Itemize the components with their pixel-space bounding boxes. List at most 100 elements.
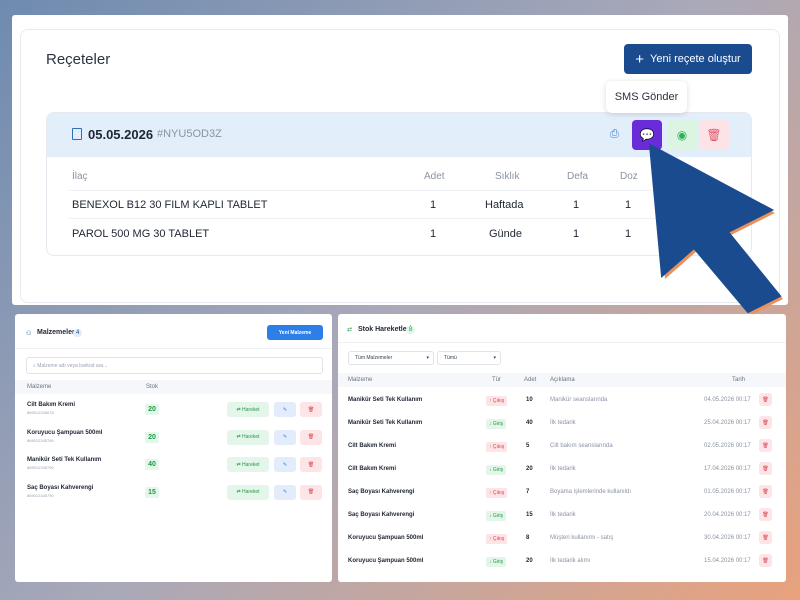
movement-type: Giriş xyxy=(492,559,504,565)
movement-date: 01.05.2026 00:17 xyxy=(704,489,751,495)
material-stock: 20 xyxy=(145,431,159,443)
movement-type: Çıkış xyxy=(492,490,505,496)
pencil-icon: ✎ xyxy=(282,406,288,413)
material-stock: 15 xyxy=(145,486,159,498)
edit-material-button[interactable]: ✎ xyxy=(274,457,296,472)
movement-desc: Müşteri kullanımı - satış xyxy=(550,535,614,541)
delete-movement-button[interactable]: 🗑 xyxy=(759,554,772,567)
materials-panel: ⚇ Malzemeler 4 Yeni Malzeme ⌕ Malzeme ad… xyxy=(15,314,332,582)
delete-movement-button[interactable]: 🗑 xyxy=(759,531,772,544)
arrow-up-icon: ↑ xyxy=(489,444,492,450)
movement-button[interactable]: ⇄ Hareket xyxy=(227,429,269,445)
movement-type: Çıkış xyxy=(492,398,505,404)
delete-movement-button[interactable]: 🗑 xyxy=(759,416,772,429)
trash-icon: 🗑 xyxy=(762,557,769,564)
delete-movement-button[interactable]: 🗑 xyxy=(759,393,772,406)
material-stock: 20 xyxy=(145,404,159,415)
material-name: Saç Boyası Kahverengi xyxy=(27,484,94,491)
movement-button[interactable]: ⇄ Hareket xyxy=(227,457,269,472)
material-filter-select[interactable]: Tüm Malzemeler ▾ xyxy=(348,351,434,365)
trash-icon: 🗑 xyxy=(762,465,769,472)
movement-date: 20.04.2026 00:17 xyxy=(704,512,751,518)
movement-type: Giriş xyxy=(492,513,504,519)
movement-qty: 20 xyxy=(526,558,533,564)
trash-icon: 🗑 xyxy=(307,434,315,440)
trash-icon: 🗑 xyxy=(762,442,769,449)
movement-type-badge: ↑ Çıkış xyxy=(486,534,508,544)
swap-icon: ⇄ xyxy=(347,327,353,333)
movement-date: 04.05.2026 00:17 xyxy=(704,397,751,403)
movement-button[interactable]: ⇄ Hareket xyxy=(227,402,269,417)
arrow-up-icon: ↑ xyxy=(489,490,492,496)
search-placeholder: Malzeme adı veya barkod ara... xyxy=(37,362,108,369)
chat-icon: 💬 xyxy=(639,128,655,142)
trash-icon: 🗑 xyxy=(762,396,769,403)
col-qty: Adet xyxy=(424,171,445,182)
delete-material-button[interactable]: 🗑 xyxy=(300,457,322,472)
edit-material-button[interactable]: ✎ xyxy=(274,484,296,500)
delete-movement-button[interactable]: 🗑 xyxy=(759,462,772,475)
prescription-header: 05.05.2026 #NYU5OD3Z ⎙ 💬 ◉ 🗑 xyxy=(47,113,751,157)
movement-material: Koruyucu Şampuan 500ml xyxy=(348,558,424,564)
material-search-input[interactable]: ⌕ Malzeme adı veya barkod ara... xyxy=(26,357,323,374)
movements-title: Stok Hareketleri xyxy=(358,326,412,333)
sms-send-button[interactable]: 💬 xyxy=(632,120,662,150)
movement-type-badge: ↓ Giriş xyxy=(486,419,507,429)
drug-dose: 1 xyxy=(625,228,632,240)
movement-material: Cilt Bakım Kremi xyxy=(348,443,397,449)
filter2-value: Tümü xyxy=(444,355,457,361)
swap-icon: ⇄ xyxy=(236,434,243,440)
whatsapp-button[interactable]: ◉ xyxy=(667,120,697,150)
chevron-down-icon: ▾ xyxy=(493,355,496,361)
movement-button[interactable]: ⇄ Hareket xyxy=(227,484,269,500)
movement-type-badge: ↑ Çıkış xyxy=(486,442,508,452)
arrow-down-icon: ↓ xyxy=(489,467,492,473)
material-name: Manikür Seti Tek Kullanım xyxy=(27,457,102,463)
delete-prescription-button[interactable]: 🗑 xyxy=(699,120,729,150)
movement-desc: Cilt bakım seanslarında xyxy=(550,443,613,449)
drug-qty: 1 xyxy=(430,228,437,240)
movement-type: Giriş xyxy=(492,467,504,473)
trash-icon: 🗑 xyxy=(762,419,769,426)
materials-count: 4 xyxy=(73,329,83,337)
movement-material: Manikür Seti Tek Kullanım xyxy=(348,397,423,403)
prescription-code: #NYU5OD3Z xyxy=(157,128,222,140)
new-prescription-button[interactable]: + Yeni reçete oluştur xyxy=(624,44,752,74)
movement-qty: 40 xyxy=(526,420,533,426)
movement-material: Saç Boyası Kahverengi xyxy=(348,512,415,518)
movement-desc: Boyama işlemlerinde kullanıldı xyxy=(550,489,632,495)
delete-movement-button[interactable]: 🗑 xyxy=(759,439,772,452)
delete-material-button[interactable]: 🗑 xyxy=(300,484,322,500)
new-material-label: Yeni Malzeme xyxy=(278,329,312,336)
delete-material-button[interactable]: 🗑 xyxy=(300,429,322,445)
prescription-date: 05.05.2026 xyxy=(88,127,154,142)
movement-date: 15.04.2026 00:17 xyxy=(704,558,751,564)
drug-freq: Haftada xyxy=(485,199,524,211)
movement-qty: 5 xyxy=(526,443,530,449)
movement-material: Manikür Seti Tek Kullanım xyxy=(348,420,423,426)
delete-material-button[interactable]: 🗑 xyxy=(300,402,322,417)
users-icon: ⚇ xyxy=(26,331,32,337)
edit-material-button[interactable]: ✎ xyxy=(274,402,296,417)
material-stock: 40 xyxy=(145,459,159,470)
prescriptions-card xyxy=(20,29,780,303)
movement-desc: Manikür seanslarında xyxy=(550,397,608,403)
movement-label: Hareket xyxy=(242,434,260,440)
arrow-up-icon: ↑ xyxy=(489,536,492,542)
pencil-icon: ✎ xyxy=(282,461,288,468)
new-material-button[interactable]: Yeni Malzeme xyxy=(267,325,323,340)
edit-material-button[interactable]: ✎ xyxy=(274,429,296,445)
trash-icon: 🗑 xyxy=(762,511,769,518)
movement-qty: 8 xyxy=(526,535,530,541)
plus-icon: + xyxy=(635,50,645,68)
search-icon: ⌕ xyxy=(33,362,36,369)
material-barcode: 869012345790 xyxy=(27,492,54,498)
delete-movement-button[interactable]: 🗑 xyxy=(759,485,772,498)
movement-type: Çıkış xyxy=(492,444,505,450)
movement-qty: 10 xyxy=(526,397,533,403)
document-icon xyxy=(72,128,82,140)
print-icon[interactable]: ⎙ xyxy=(610,128,619,140)
page-title: Reçeteler xyxy=(46,51,111,68)
type-filter-select[interactable]: Tümü ▾ xyxy=(437,351,501,365)
delete-movement-button[interactable]: 🗑 xyxy=(759,508,772,521)
